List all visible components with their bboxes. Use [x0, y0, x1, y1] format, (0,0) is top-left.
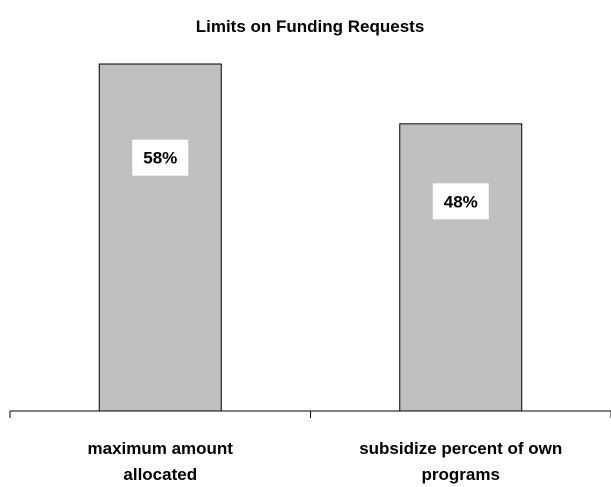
data-label-1: 58%: [143, 149, 177, 168]
data-label-2: 48%: [444, 192, 478, 211]
category-label-2-line-1: subsidize percent of own: [359, 439, 562, 458]
category-label-1-line-1: maximum amount: [88, 439, 234, 458]
bar-1: [98, 63, 222, 412]
category-label-1-line-2: allocated: [123, 465, 197, 484]
category-label-2-line-2: programs: [422, 465, 500, 484]
data-label-box-1: [132, 139, 189, 176]
data-label-box-2: [432, 183, 489, 220]
bar-2: [399, 123, 523, 412]
plot-area: 58% maximum amount allocated 48% subsidize p…: [9, 63, 611, 484]
chart-title: Limits on Funding Requests: [196, 17, 425, 36]
